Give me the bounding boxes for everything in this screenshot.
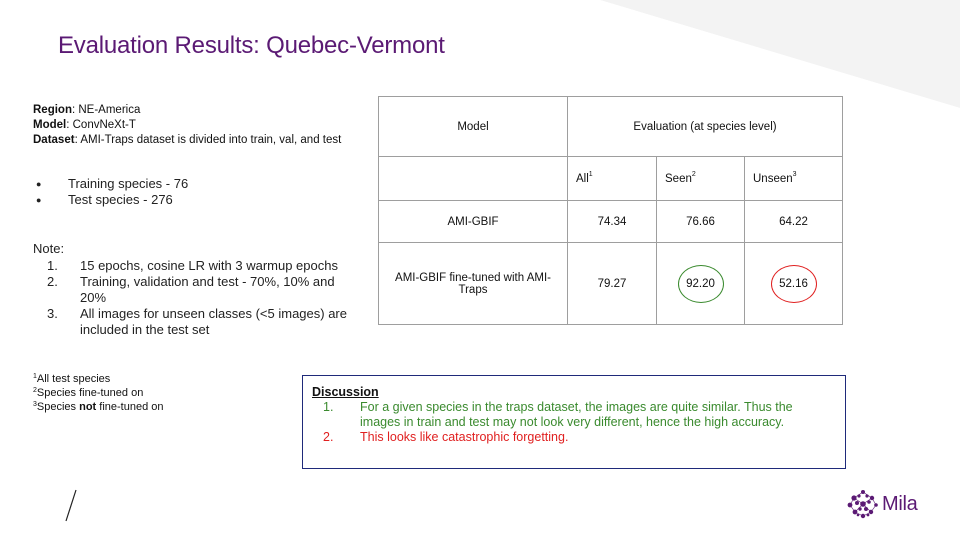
- footnote-2-mark: 2: [33, 387, 37, 394]
- unseen-highlight-circle: 52.16: [770, 264, 817, 303]
- row-model: AMI-GBIF: [378, 200, 568, 243]
- note-title: Note:: [33, 241, 65, 256]
- row-all: 79.27: [567, 242, 657, 325]
- discussion-list: For a given species in the traps dataset…: [312, 400, 836, 445]
- footnote-3-mark: 3: [33, 401, 37, 408]
- footnote-2: 2Species fine-tuned on: [33, 386, 164, 400]
- row-all: 74.34: [567, 200, 657, 243]
- header-evaluation: Evaluation (at species level): [567, 96, 843, 157]
- header-model: Model: [378, 96, 568, 157]
- footnote-3-post: fine-tuned on: [96, 401, 164, 413]
- footnote-3-pre: Species: [36, 401, 80, 413]
- col-seen-mark: 2: [691, 170, 696, 178]
- footnote-3-bold: not: [79, 401, 97, 413]
- species-item-test: Test species - 276: [33, 192, 188, 208]
- row-unseen: 52.16: [744, 242, 843, 325]
- footnote-1-mark: 1: [33, 373, 37, 380]
- note-list: 15 epochs, cosine LR with 3 warmup epoch…: [33, 258, 363, 338]
- meta-model: Model: ConvNeXt-T: [33, 118, 341, 133]
- note-block: Note: 15 epochs, cosine LR with 3 warmup…: [33, 241, 363, 338]
- footnotes: 1All test species 2Species fine-tuned on…: [33, 372, 164, 414]
- row-seen-value: 92.20: [686, 277, 715, 290]
- footnote-2-text: Species fine-tuned on: [36, 387, 144, 399]
- meta-region-label: Region: [33, 104, 72, 116]
- table-row: AMI-GBIF 74.34 76.66 64.22: [378, 200, 843, 243]
- species-list: Training species - 76 Test species - 276: [33, 176, 188, 208]
- row-seen: 92.20: [656, 242, 745, 325]
- col-all-mark: 1: [588, 170, 593, 178]
- species-item-training: Training species - 76: [33, 176, 188, 192]
- meta-region-value: : NE-America: [71, 104, 141, 116]
- table-subheader-row: All1 Seen2 Unseen3: [378, 156, 843, 201]
- mila-logo-word: Mila: [882, 492, 918, 515]
- col-unseen-label: Unseen: [753, 172, 793, 185]
- row-model: AMI-GBIF fine-tuned with AMI-Traps: [378, 242, 568, 325]
- discussion-box: Discussion For a given species in the tr…: [302, 375, 846, 469]
- mila-logo-icon: [847, 490, 878, 519]
- footnote-1: 1All test species: [33, 372, 164, 386]
- meta-dataset-label: Dataset: [33, 134, 75, 146]
- meta-dataset: Dataset: AMI-Traps dataset is divided in…: [33, 133, 341, 148]
- results-table: Model Evaluation (at species level) All1…: [378, 96, 843, 325]
- seen-highlight-circle: 92.20: [677, 264, 724, 303]
- note-item: 15 epochs, cosine LR with 3 warmup epoch…: [47, 258, 338, 274]
- row-unseen-value: 52.16: [779, 277, 808, 290]
- row-seen: 76.66: [656, 200, 745, 243]
- col-unseen: Unseen3: [744, 156, 843, 201]
- mila-logo: Mila: [846, 489, 918, 519]
- meta-block: Region: NE-America Model: ConvNeXt-T Dat…: [33, 103, 341, 148]
- footnote-3: 3Species not fine-tuned on: [33, 400, 164, 414]
- discussion-title: Discussion: [312, 385, 379, 399]
- decorative-slash: [65, 489, 77, 522]
- table-row: AMI-GBIF fine-tuned with AMI-Traps 79.27…: [378, 242, 843, 325]
- meta-dataset-value: : AMI-Traps dataset is divided into trai…: [74, 134, 342, 146]
- table-header-row: Model Evaluation (at species level): [378, 96, 843, 157]
- col-all-label: All: [576, 172, 589, 185]
- meta-model-value: : ConvNeXt-T: [66, 119, 136, 131]
- col-seen-label: Seen: [665, 172, 692, 185]
- note-item: Training, validation and test - 70%, 10%…: [47, 274, 335, 305]
- note-item: All images for unseen classes (<5 images…: [47, 306, 347, 337]
- meta-model-label: Model: [33, 119, 67, 131]
- subheader-empty: [378, 156, 568, 201]
- col-all: All1: [567, 156, 657, 201]
- col-unseen-mark: 3: [792, 170, 797, 178]
- col-seen: Seen2: [656, 156, 745, 201]
- row-unseen: 64.22: [744, 200, 843, 243]
- footnote-1-text: All test species: [36, 373, 111, 385]
- slide-title: Evaluation Results: Quebec-Vermont: [58, 32, 445, 59]
- discussion-item: For a given species in the traps dataset…: [323, 400, 793, 429]
- results-table-wrap: Model Evaluation (at species level) All1…: [378, 96, 843, 325]
- discussion-item: This looks like catastrophic forgetting.: [323, 430, 569, 445]
- meta-region: Region: NE-America: [33, 103, 341, 118]
